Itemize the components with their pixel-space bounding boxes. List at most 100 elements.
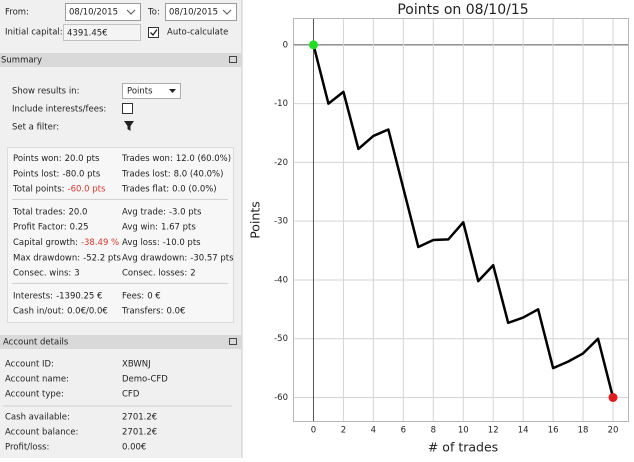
label: Trades won: (121, 154, 173, 164)
y-tick-label: -10 (274, 99, 288, 109)
value: 8.0 (40.0%) (174, 169, 224, 179)
section-title: Account details (3, 338, 69, 348)
end-point (608, 392, 618, 402)
stat: Trades lost: 8.0 (40.0%) (121, 169, 223, 179)
value: -60.0 pts (68, 184, 106, 194)
stat: Cash in/out: 0.0€/0.0€ (13, 306, 108, 316)
label: Points won: (13, 154, 62, 164)
label: Points lost: (13, 169, 59, 179)
stat: Points won: 20.0 pts (13, 154, 100, 164)
filter-icon[interactable] (124, 121, 134, 131)
stat: Avg win: 1.67 pts (122, 222, 196, 232)
account-header[interactable] (0, 335, 242, 349)
label: Avg win: (122, 222, 158, 232)
stat: Consec. wins: 3 (13, 268, 80, 278)
stat: Consec. losses: 2 (122, 268, 196, 278)
stat: Max drawdown: -52.2 pts (13, 253, 122, 263)
stat: Profit Factor: 0.25 (13, 222, 89, 232)
label: Consec. losses: (122, 268, 187, 278)
x-tick-label: 14 (518, 426, 529, 436)
account-value: 0.00€ (122, 443, 146, 453)
stat: Avg loss: -10.0 pts (122, 238, 201, 248)
x-tick-label: 18 (578, 426, 589, 436)
value: -52.2 pts (83, 253, 121, 263)
label: Interests: (13, 291, 53, 301)
value: -3.0 pts (169, 207, 202, 217)
pin-icon[interactable] (229, 56, 237, 63)
chevron (126, 9, 136, 15)
checkmark (150, 29, 158, 36)
account-label: Account type: (5, 390, 64, 400)
account-value: XBWNJ (122, 360, 151, 370)
stats-box (7, 147, 234, 323)
x-tick-label: 6 (401, 426, 406, 436)
value: 1.67 pts (161, 222, 196, 232)
y-tick-label: 0 (283, 40, 288, 50)
stat: Capital growth: -38.49 % (13, 238, 119, 248)
value: -1390.25 € (56, 291, 102, 301)
capital-label: Initial capital: (5, 28, 63, 38)
value: 20.0 pts (65, 154, 100, 164)
option-label: Show results in: (12, 87, 79, 97)
pin-icon[interactable] (229, 338, 237, 345)
label: Transfers: (121, 306, 163, 316)
value: -38.49 % (81, 238, 119, 248)
label: Cash in/out: (13, 306, 64, 316)
value: 20.0 (69, 207, 88, 217)
section-title: Summary (1, 56, 42, 66)
stat: Trades won: 12.0 (60.0%) (121, 154, 231, 164)
from-date-box[interactable] (65, 3, 141, 21)
stat: Avg trade: -3.0 pts (122, 207, 202, 217)
stat: Points lost: -80.0 pts (13, 169, 101, 179)
stat: Trades flat: 0.0 (0.0%) (121, 184, 217, 194)
label: Avg loss: (122, 238, 160, 248)
account-value: CFD (122, 390, 140, 400)
label: Capital growth: (13, 238, 78, 248)
y-tick-label: -50 (274, 334, 288, 344)
content: From: 08/10/2015 To: 08/10/2015 Initial capi… (1, 2, 628, 455)
y-tick-label: -60 (274, 393, 288, 403)
account-label: Cash available: (5, 413, 70, 423)
label: Trades flat: (121, 184, 169, 194)
label: Consec. wins: (13, 268, 71, 278)
account-label: Account balance: (5, 428, 78, 438)
account-value: Demo-CFD (122, 375, 168, 385)
y-tick-label: -20 (274, 158, 288, 168)
summary-header[interactable] (0, 53, 242, 67)
label: Fees: (122, 291, 144, 301)
label: Total trades: (12, 207, 66, 217)
value: -10.0 pts (163, 238, 201, 248)
capital-box[interactable] (63, 24, 141, 41)
y-axis-label: Points (248, 201, 263, 239)
label: Avg drawdown: (122, 253, 187, 263)
value: 0.25 (70, 222, 89, 232)
stat: Avg drawdown: -30.57 pts (122, 253, 234, 263)
account-label: Account name: (5, 375, 69, 385)
to-date: 08/10/2015 (169, 8, 218, 18)
option-label: Set a filter: (12, 123, 59, 133)
value: 0 € (147, 291, 161, 301)
x-tick-label: 12 (488, 426, 499, 436)
account-value: 2701.2€ (122, 413, 157, 423)
x-tick-label: 16 (548, 426, 559, 436)
capital-value: 4391.45€ (67, 29, 108, 39)
results-dropdown[interactable] (122, 83, 181, 99)
stat: Fees: 0 € (122, 291, 161, 301)
label: Total points: (12, 184, 65, 194)
stat: Interests: -1390.25 € (13, 291, 102, 301)
from-label: From: (5, 8, 29, 18)
label: Profit Factor: (13, 222, 67, 232)
fees-checkbox[interactable] (122, 103, 133, 114)
x-tick-label: 2 (341, 426, 346, 436)
value: -30.57 pts (190, 253, 234, 263)
x-tick-label: 10 (458, 426, 469, 436)
label: Max drawdown: (13, 253, 80, 263)
plot-frame (293, 18, 629, 422)
to-label: To: (147, 8, 160, 18)
auto-calc-checkbox[interactable] (148, 27, 159, 38)
to-date-box[interactable] (165, 3, 237, 21)
value: 2 (190, 268, 195, 278)
x-axis-label: # of trades (428, 440, 498, 455)
